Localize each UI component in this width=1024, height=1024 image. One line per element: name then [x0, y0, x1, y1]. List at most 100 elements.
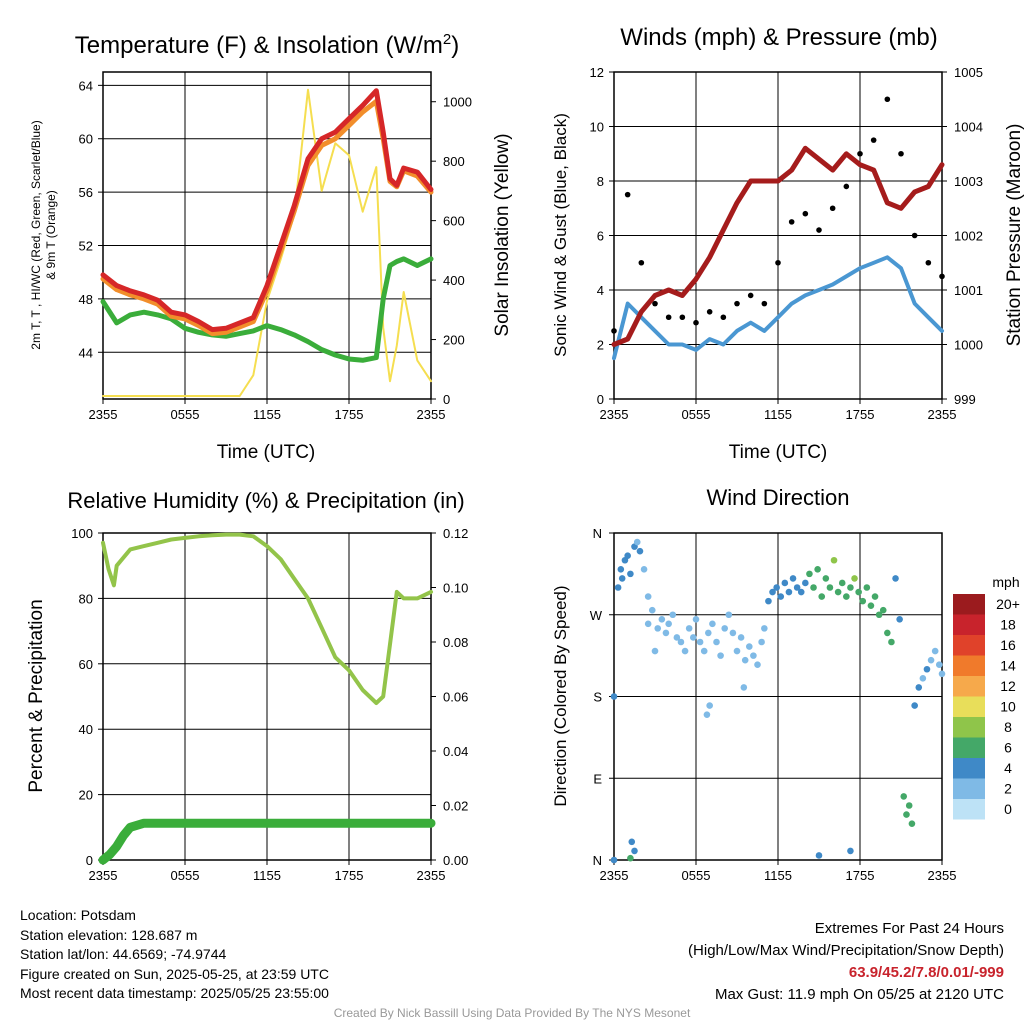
legend-label: 6 [1004, 740, 1012, 756]
legend-swatch [953, 799, 985, 820]
gust-point [638, 259, 645, 266]
direction-point [905, 802, 913, 809]
legend-swatch [953, 655, 985, 676]
y-tick-label: 48 [79, 292, 93, 307]
direction-point [644, 593, 652, 600]
gust-point [747, 292, 754, 299]
direction-point [814, 566, 821, 573]
y-tick-label-right: 1003 [954, 174, 983, 189]
direction-point [871, 593, 879, 600]
legend-label: 4 [1004, 760, 1012, 776]
gust-point [884, 96, 891, 103]
y-tick-label-right: 0.12 [443, 526, 468, 541]
legend-swatch [953, 696, 985, 717]
direction-point [733, 647, 741, 655]
x-tick-label: 2355 [600, 407, 629, 422]
x-tick-label: 2355 [89, 407, 118, 422]
gust-point [611, 328, 617, 334]
direction-point [685, 625, 693, 632]
y-tick-label-right: 1000 [443, 95, 472, 110]
direction-point [781, 579, 789, 587]
y-tick-label: 4 [597, 283, 604, 298]
direction-point [931, 647, 939, 655]
direction-point [654, 625, 662, 632]
series-line-precipitation [98, 818, 436, 865]
legend-swatch [953, 614, 985, 635]
direction-point [911, 702, 918, 709]
gust-point [788, 219, 795, 225]
direction-point [706, 702, 713, 709]
series-line-pressure [611, 145, 945, 347]
legend-label: 12 [1000, 678, 1016, 694]
direction-point [700, 647, 708, 655]
y-tick-label: S [593, 690, 602, 705]
y-axis-label-left-2: & 9m T (Orange) [44, 190, 58, 280]
y-axis-label-right: Solar Insolation (Yellow) [492, 133, 513, 336]
y-tick-label: 100 [71, 526, 93, 541]
gust-point [843, 183, 850, 190]
y-tick-label-right: 400 [443, 273, 465, 288]
y-tick-label: 0 [597, 392, 604, 407]
gust-point [679, 314, 686, 321]
direction-point [761, 625, 768, 632]
y-tick-label-right: 1002 [954, 229, 983, 244]
direction-point [717, 652, 724, 659]
y-axis-label-right: Station Pressure (Maroon) [1004, 124, 1024, 347]
direction-point [703, 711, 711, 718]
direction-point [927, 656, 935, 664]
direction-point [631, 847, 638, 855]
direction-point [838, 579, 846, 587]
direction-point [855, 588, 862, 596]
direction-point [851, 575, 858, 582]
legend-label: 16 [1000, 637, 1016, 653]
direction-point [834, 588, 842, 596]
gust-point [857, 150, 863, 157]
direction-point [721, 625, 728, 632]
direction-point [741, 656, 749, 664]
y-tick-label: 8 [597, 174, 604, 189]
gust-point [693, 319, 699, 326]
legend-swatch [953, 635, 985, 656]
direction-point [737, 634, 745, 641]
direction-point [740, 684, 748, 691]
direction-point [610, 693, 618, 700]
direction-point [769, 588, 776, 596]
direction-point [919, 675, 927, 682]
direction-point [713, 638, 720, 646]
y-tick-label: 60 [79, 132, 93, 147]
direction-point [765, 597, 772, 605]
direction-point [669, 611, 677, 619]
legend-label: 2 [1004, 781, 1012, 797]
y-tick-label: 60 [79, 657, 93, 672]
legend-label: 8 [1004, 719, 1012, 735]
x-tick-label: 2355 [417, 407, 446, 422]
legend-swatch [953, 717, 985, 738]
direction-point [892, 575, 899, 582]
direction-point [648, 606, 656, 614]
direction-point [636, 547, 644, 555]
extremes-values: 63.9/45.2/7.8/0.01/-999 [848, 964, 1004, 981]
direction-point [689, 634, 697, 641]
legend-swatch [953, 778, 985, 799]
direction-point [624, 552, 631, 560]
x-tick-label: 1755 [335, 868, 364, 883]
direction-point [729, 629, 737, 637]
extremes-title: Extremes For Past 24 Hours [814, 920, 1004, 937]
direction-point [802, 579, 809, 587]
direction-point [662, 629, 670, 637]
y-axis-label-left: Direction (Colored By Speed) [551, 585, 570, 806]
direction-point [644, 620, 652, 628]
direction-point [915, 684, 923, 691]
series-line-rh [101, 532, 433, 705]
x-tick-label: 1755 [335, 407, 364, 422]
chart-title: Temperature (F) & Insolation (W/m2) [75, 31, 459, 59]
x-axis-label: Time (UTC) [217, 442, 316, 463]
y-tick-label-right: 0.10 [443, 581, 468, 596]
y-tick-label: 52 [79, 239, 93, 254]
direction-point [818, 593, 826, 600]
direction-point [773, 584, 780, 591]
y-tick-label-right: 0.04 [443, 744, 468, 759]
gust-point [665, 314, 672, 321]
direction-point [793, 584, 801, 591]
legend-swatch [953, 676, 985, 697]
